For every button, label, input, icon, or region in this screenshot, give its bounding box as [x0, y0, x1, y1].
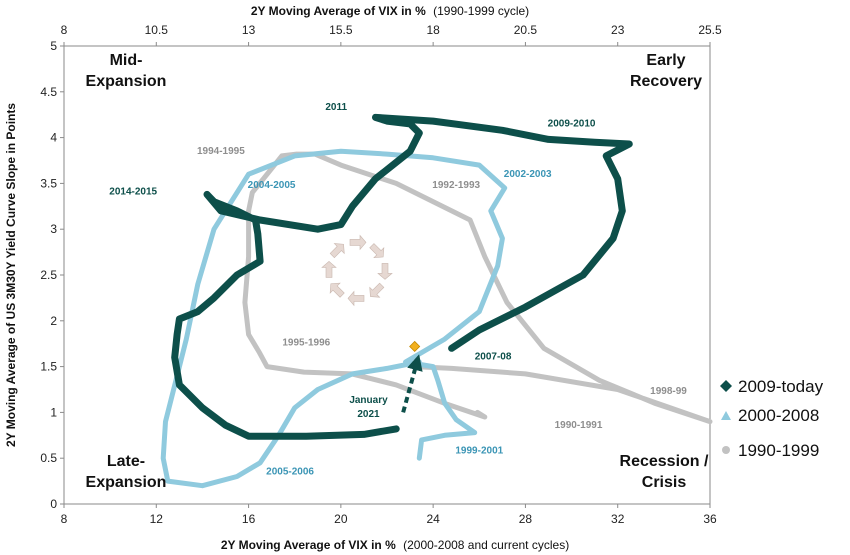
- quadrant-bottom-left-line1: Late-: [107, 453, 145, 470]
- y-axis-title: 2Y Moving Average of US 3M30Y Yield Curv…: [4, 103, 18, 447]
- top-tick-label: 13: [242, 23, 256, 37]
- quadrant-bottom-right-line1: Recession /: [620, 453, 709, 470]
- y-tick-label: 3: [50, 222, 57, 236]
- bottom-axis-title: 2Y Moving Average of VIX in % (2000-2008…: [221, 538, 569, 552]
- cycle-icon: [321, 234, 393, 307]
- annotation-label: 1995-1996: [282, 338, 330, 349]
- cycle-arrow: [321, 261, 337, 278]
- quadrant-bottom-right-line2: Crisis: [642, 474, 687, 491]
- quadrant-top-left-line2: Expansion: [86, 73, 167, 90]
- legend-label-2000-2008: 2000-2008: [738, 406, 819, 425]
- annotation-label: 2002-2003: [504, 169, 552, 180]
- legend-marker-2009-today: [720, 380, 732, 392]
- bottom-axis-title-suffix: (2000-2008 and current cycles): [403, 538, 569, 552]
- y-tick-label: 0.5: [40, 451, 57, 465]
- top-tick-label: 15.5: [329, 23, 353, 37]
- top-axis-title-suffix: (1990-1999 cycle): [433, 4, 529, 18]
- cycle-arrow: [377, 263, 393, 280]
- x-tick-label: 24: [426, 512, 440, 526]
- series-line-2009-today: [171, 113, 633, 440]
- annotation-label: 2005-2006: [266, 467, 314, 478]
- top-axis-title-main: 2Y Moving Average of VIX in %: [251, 4, 426, 18]
- annotation-label: 2004-2005: [248, 180, 296, 191]
- current-point-marker: [409, 340, 421, 353]
- y-tick-label: 2: [50, 314, 57, 328]
- cycle-arrow: [369, 282, 385, 298]
- x-tick-label: 8: [61, 512, 68, 526]
- annotation-label: 1992-1993: [432, 180, 480, 191]
- annotation-label: 2007-08: [475, 351, 512, 362]
- bottom-axis-title-main: 2Y Moving Average of VIX in %: [221, 538, 396, 552]
- annotation-label: 2011: [325, 102, 347, 113]
- top-tick-label: 25.5: [698, 23, 722, 37]
- y-tick-label: 2.5: [40, 268, 57, 282]
- annotation-label: 2009-2010: [548, 119, 596, 130]
- top-axis-title: 2Y Moving Average of VIX in % (1990-1999…: [251, 4, 529, 18]
- x-tick-label: 28: [519, 512, 533, 526]
- x-tick-label: 20: [334, 512, 348, 526]
- legend-label-1990-1999: 1990-1999: [738, 441, 819, 460]
- y-tick-label: 1: [50, 405, 57, 419]
- annotation-label: 2014-2015: [109, 186, 157, 197]
- series-line-2000-2008: [160, 148, 508, 489]
- top-tick-label: 8: [61, 23, 68, 37]
- annotation-label: 1999-2001: [455, 446, 503, 457]
- top-tick-label: 23: [611, 23, 625, 37]
- quadrant-top-right-line2: Recovery: [630, 73, 702, 90]
- x-tick-label: 36: [703, 512, 717, 526]
- top-tick-label: 18: [426, 23, 440, 37]
- cycle-arrow: [347, 290, 365, 307]
- cycle-arrow: [349, 234, 367, 251]
- annotation-label: 2021: [357, 409, 380, 420]
- annotation-label: 1998-99: [650, 386, 687, 397]
- x-tick-label: 16: [242, 512, 256, 526]
- series-layer: [160, 113, 713, 489]
- y-tick-label: 3.5: [40, 176, 57, 190]
- legend-label-2009-today: 2009-today: [738, 377, 824, 396]
- annotation-label: 1990-1991: [555, 420, 603, 431]
- y-tick-label: 0: [50, 497, 57, 511]
- y-tick-label: 1.5: [40, 360, 57, 374]
- x-tick-label: 32: [611, 512, 625, 526]
- quadrant-top-left-line1: Mid-: [110, 52, 143, 69]
- legend-marker-2000-2008: [721, 411, 731, 420]
- annotations-layer: 2011 2009-2010 2014-2015 2007-08 January 2021…: [109, 102, 687, 478]
- ticks-layer: 8 12 16 20 24 28 32 368 10.5 13 15.5 18 20.5 23 25.500…: [40, 23, 722, 526]
- top-tick-label: 20.5: [514, 23, 538, 37]
- trend-arrow: [401, 354, 423, 413]
- cycle-arrow: [369, 243, 385, 259]
- x-tick-label: 12: [150, 512, 164, 526]
- cycle-arrow: [329, 243, 345, 259]
- cycle-arrow: [329, 282, 345, 298]
- top-tick-label: 10.5: [145, 23, 169, 37]
- annotation-label: January: [349, 395, 388, 406]
- quadrant-top-right-line1: Early: [646, 52, 685, 69]
- annotation-label: 1994-1995: [197, 146, 245, 157]
- y-tick-label: 4: [50, 131, 57, 145]
- y-tick-label: 5: [50, 39, 57, 53]
- legend: 2009-today 2000-2008 1990-1999: [720, 377, 824, 460]
- legend-marker-1990-1999: [722, 446, 730, 454]
- quadrant-bottom-left-line2: Expansion: [86, 474, 167, 491]
- y-tick-label: 4.5: [40, 85, 57, 99]
